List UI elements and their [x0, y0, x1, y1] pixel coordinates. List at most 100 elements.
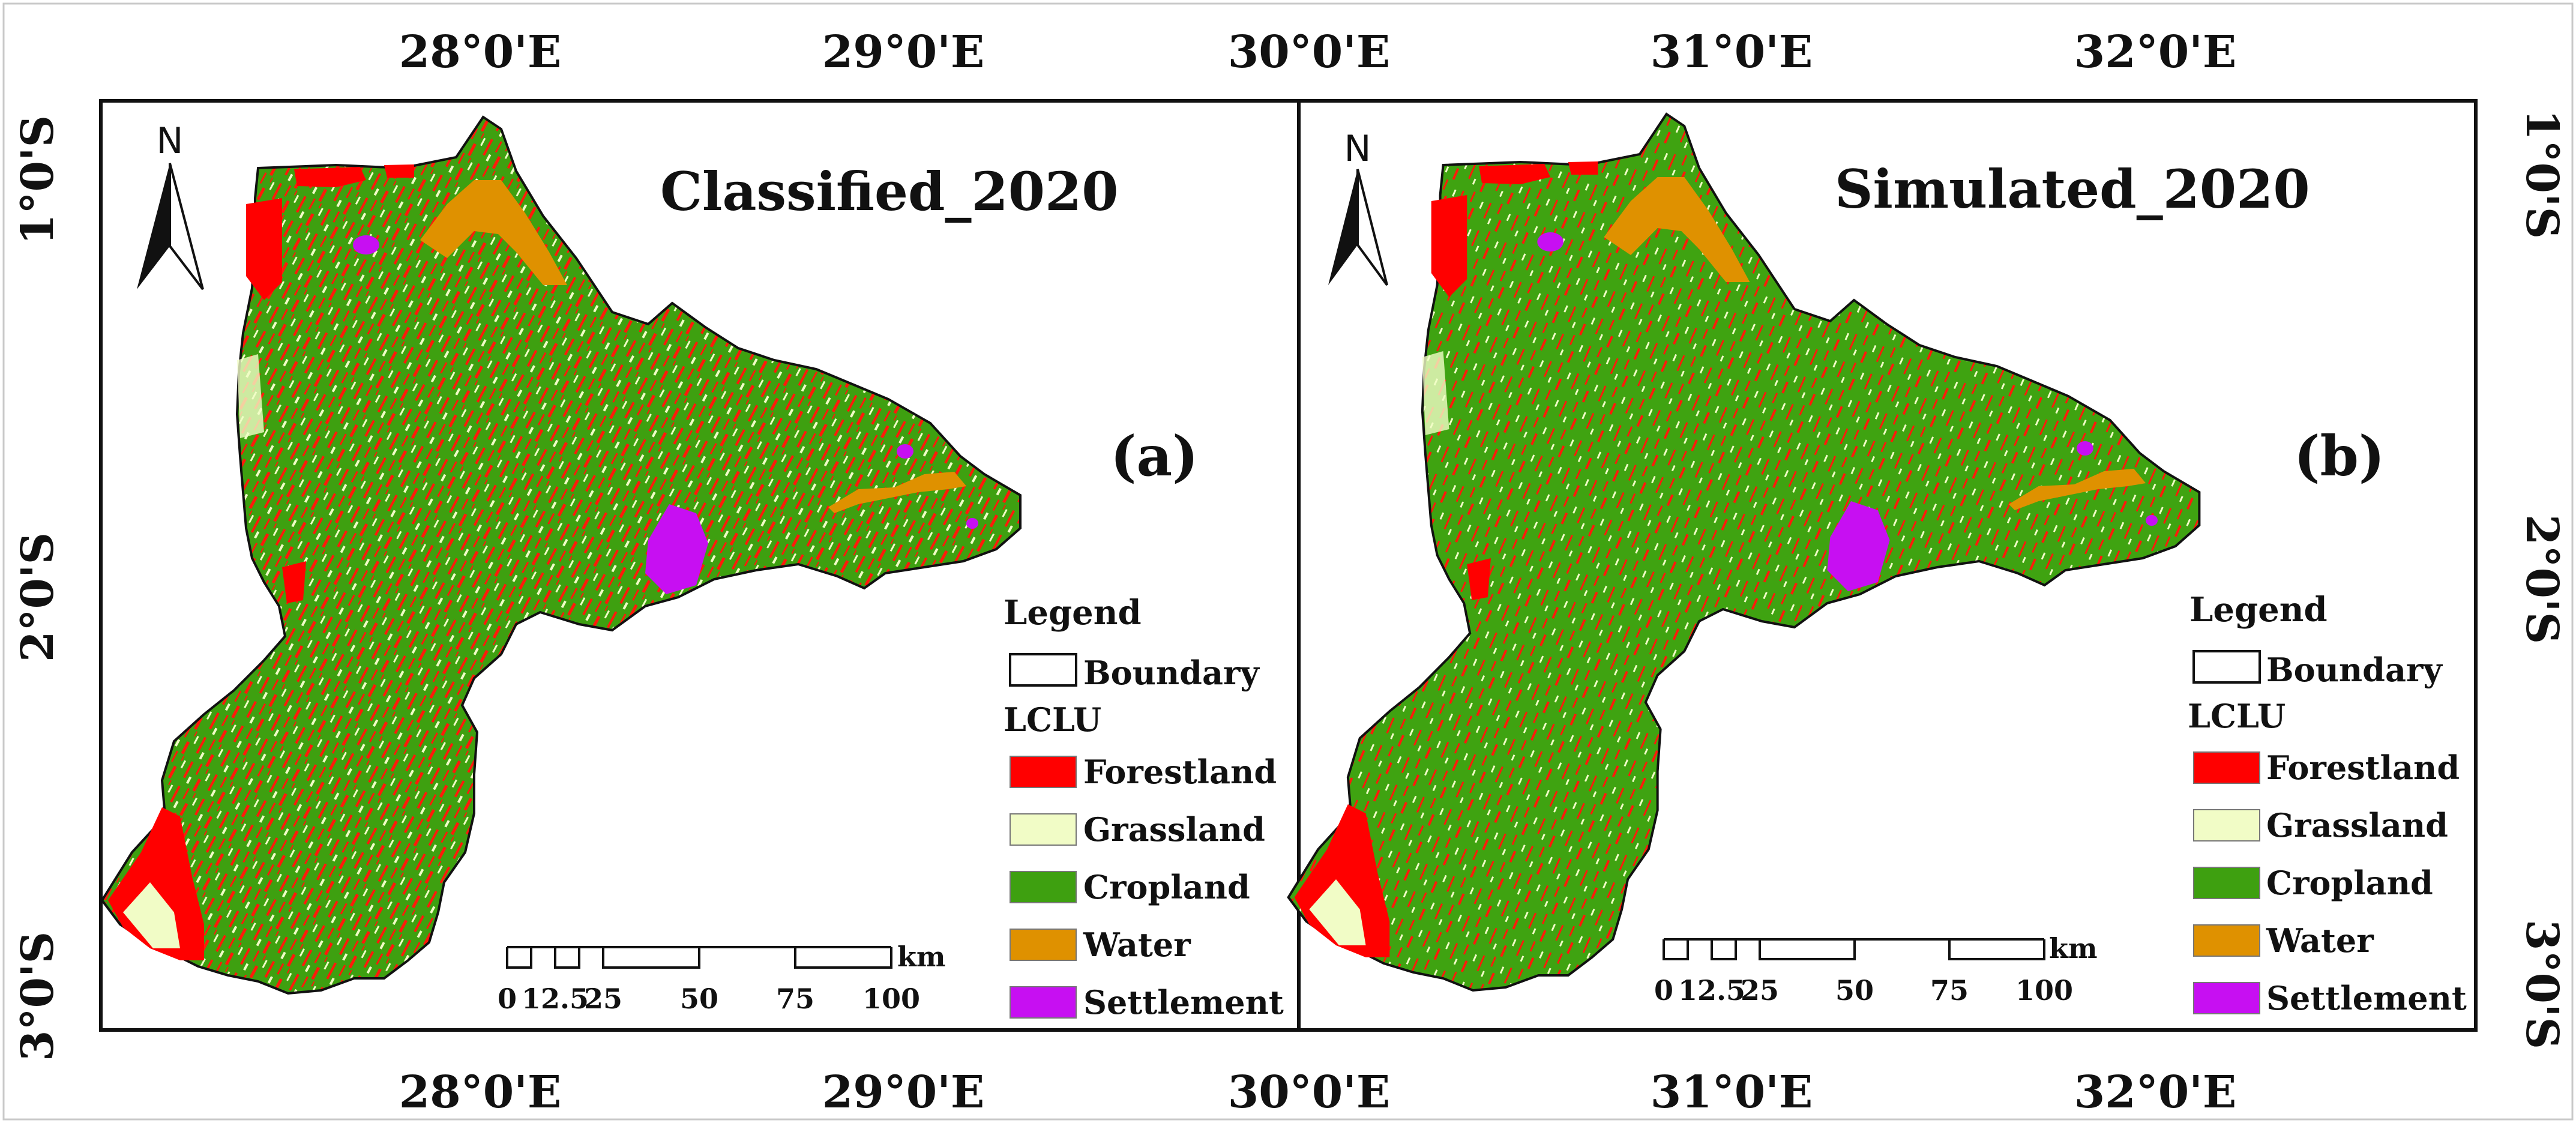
basin-lclu-area	[1287, 112, 2201, 992]
legend-label-cropland: Cropland	[1083, 868, 1250, 906]
legend-label-settlement: Settlement	[2266, 979, 2467, 1017]
legend-boundary-label: Boundary	[1083, 654, 1260, 692]
legend-class-heading: LCLU	[1004, 700, 1101, 739]
legend: Legend Boundary LCLU Forestland Grassland…	[1004, 593, 1284, 1022]
scale-tick: 25	[584, 983, 622, 1015]
legend-swatch-grassland	[1010, 813, 1077, 846]
left-axis-label: 3°0'S	[12, 932, 64, 1061]
top-axis-label: 30°0'E	[1228, 26, 1391, 78]
scale-unit: km	[897, 941, 946, 973]
scale-tick: 50	[680, 983, 718, 1015]
right-axis-label: 1°0'S	[2516, 109, 2568, 239]
legend-label-settlement: Settlement	[1083, 983, 1284, 1022]
panel-letter: (a)	[1110, 424, 1199, 489]
water-river	[2008, 469, 2146, 510]
basin-lclu-area	[100, 115, 1022, 995]
scale-bar: km 0 12.5 25 50 75 100	[498, 941, 946, 1015]
top-axis-label: 32°0'E	[2074, 26, 2237, 78]
scale-tick: 50	[1835, 974, 1874, 1007]
north-arrow-icon	[137, 163, 170, 289]
legend-label-water: Water	[2266, 921, 2374, 960]
scale-tick: 100	[2015, 974, 2073, 1007]
left-axis-label: 1°0'S	[12, 115, 64, 245]
legend: Legend Boundary LCLU Forestland Grassland…	[2188, 590, 2467, 1017]
bottom-axis-label: 30°0'E	[1228, 1067, 1391, 1118]
top-axis-labels: 28°0'E 29°0'E 30°0'E 31°0'E 32°0'E	[399, 26, 2237, 78]
water-body	[1604, 177, 1750, 282]
right-axis-labels: 1°0'S 2°0'S 3°0'S	[2516, 109, 2568, 1049]
settlement-patch	[1827, 501, 1890, 591]
bottom-axis-label: 31°0'E	[1651, 1067, 1813, 1118]
north-arrow: N	[137, 120, 204, 291]
panel-title: Simulated_2020	[1835, 158, 2310, 220]
grassland-patch	[1422, 351, 1449, 435]
scale-tick: 75	[1930, 974, 1969, 1007]
panel-b: N Simulated_2020 (b) Legend Boundary LCL…	[1287, 99, 2478, 1032]
scale-tick: 100	[862, 983, 920, 1015]
grassland-patch	[1309, 879, 1366, 945]
forest-patch	[294, 167, 366, 187]
legend-swatch-cropland	[1010, 871, 1077, 903]
forest-patch	[1431, 195, 1467, 297]
bottom-axis-label: 29°0'E	[822, 1067, 985, 1118]
left-axis-label: 2°0'S	[12, 532, 64, 662]
panel-a: N Classified_2020 (a) Legend Boundary LC…	[99, 99, 1301, 1032]
settlement-patch	[645, 504, 708, 594]
legend-class-heading: LCLU	[2188, 697, 2286, 735]
scale-tick: 75	[776, 983, 814, 1015]
settlement-patch	[2077, 441, 2093, 456]
settlement-patch	[1537, 232, 1563, 251]
legend-label-water: Water	[1083, 926, 1191, 964]
legend-swatch-water	[1010, 929, 1077, 961]
legend-swatch-forestland	[2193, 751, 2260, 784]
boundary-swatch	[2192, 650, 2261, 684]
settlement-patch	[353, 235, 379, 254]
forest-patch	[384, 164, 414, 178]
right-axis-label: 3°0'S	[2516, 920, 2568, 1049]
top-axis-label: 31°0'E	[1651, 26, 1813, 78]
scale-bar: km 0 12.5 25 50 75 100	[1654, 932, 2098, 1007]
legend-items: Forestland Grassland Cropland Water Settleme…	[2193, 748, 2467, 1017]
basin-map	[100, 115, 1022, 995]
scale-tick: 0	[498, 983, 517, 1015]
panel-letter: (b)	[2294, 424, 2385, 489]
north-label: N	[1344, 128, 1371, 170]
legend-heading: Legend	[1004, 593, 1142, 633]
legend-items: Forestland Grassland Cropland Water Settleme…	[1010, 753, 1284, 1022]
scale-tick: 12.5	[522, 983, 589, 1015]
legend-swatch-cropland	[2193, 867, 2260, 899]
forest-patch	[1479, 164, 1551, 184]
forest-patch	[1568, 161, 1598, 175]
scale-tick: 25	[1741, 974, 1779, 1007]
legend-label-forestland: Forestland	[1083, 753, 1277, 791]
grassland-patch	[237, 354, 264, 438]
bottom-axis-label: 32°0'E	[2074, 1067, 2237, 1118]
water-body	[420, 180, 567, 285]
panel-title: Classified_2020	[660, 160, 1118, 223]
scale-tick: 12.5	[1678, 974, 1745, 1007]
legend-heading: Legend	[2189, 590, 2328, 630]
legend-label-cropland: Cropland	[2266, 864, 2433, 902]
scale-tick: 0	[1654, 974, 1673, 1007]
settlement-patch	[966, 518, 978, 529]
legend-boundary-label: Boundary	[2266, 651, 2443, 689]
legend-label-grassland: Grassland	[2266, 806, 2448, 845]
water-river	[828, 472, 966, 513]
north-label: N	[157, 120, 184, 162]
legend-swatch-grassland	[2193, 809, 2260, 841]
north-arrow-icon	[1328, 169, 1358, 285]
bottom-axis-labels: 28°0'E 29°0'E 30°0'E 31°0'E 32°0'E	[399, 1067, 2237, 1118]
legend-label-grassland: Grassland	[1083, 810, 1265, 849]
grassland-patch	[123, 882, 180, 948]
legend-swatch-settlement	[2193, 982, 2260, 1014]
right-axis-label: 2°0'S	[2516, 514, 2568, 644]
settlement-patch	[897, 444, 913, 459]
top-axis-label: 28°0'E	[399, 26, 562, 78]
boundary-swatch	[1009, 653, 1077, 687]
bottom-axis-label: 28°0'E	[399, 1067, 562, 1118]
forest-patch	[246, 198, 282, 300]
settlement-patch	[2146, 515, 2158, 526]
forest-patch	[282, 561, 306, 603]
forest-patch	[1467, 558, 1491, 600]
